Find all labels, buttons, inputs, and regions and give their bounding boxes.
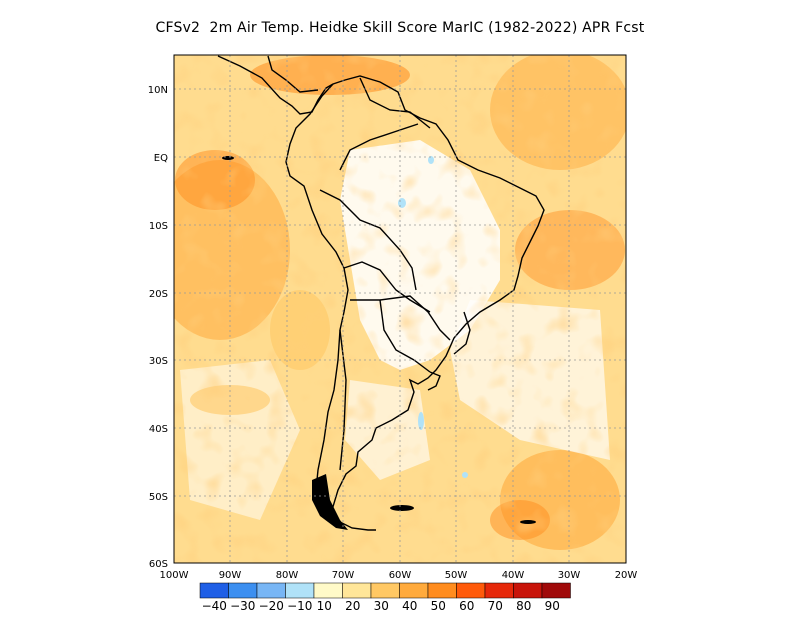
shaded-field (174, 55, 626, 563)
lon-tick-60w: 60W (389, 570, 412, 581)
map-title: CFSv2 2m Air Temp. Heidke Skill Score Ma… (155, 20, 645, 36)
lat-tick-30s: 30S (149, 356, 168, 367)
colorbar-swatch (427, 582, 457, 599)
colorbar-swatch (541, 582, 571, 599)
colorbar-label: 50 (431, 599, 446, 613)
colorbar-label: 90 (545, 599, 560, 613)
latitude-axis: 10N EQ 10S 20S 30S 40S 50S 60S (148, 85, 168, 570)
lon-tick-70w: 70W (332, 570, 355, 581)
longitude-axis: 100W 90W 80W 70W 60W 50W 40W 30W 20W (160, 570, 638, 581)
colorbar-label: 70 (488, 599, 503, 613)
lon-tick-50w: 50W (445, 570, 468, 581)
coastlines (217, 55, 545, 531)
colorbar-label: 30 (374, 599, 389, 613)
lat-tick-20s: 20S (149, 289, 168, 300)
colorbar-swatch (370, 582, 400, 599)
colorbar-swatch (228, 582, 258, 599)
lat-tick-10n: 10N (148, 85, 168, 96)
colorbar-label: 60 (459, 599, 474, 613)
lat-tick-40s: 40S (149, 424, 168, 435)
colorbar-swatch (285, 582, 315, 599)
lat-tick-10s: 10S (149, 221, 168, 232)
colorbar-swatch (456, 582, 486, 599)
colorbar-swatch (484, 582, 514, 599)
colorbar-swatch (313, 582, 343, 599)
lat-tick-60s: 60S (149, 559, 168, 570)
colorbar-label: 10 (317, 599, 332, 613)
islands (222, 156, 536, 530)
colorbar-label: −40 (202, 599, 227, 613)
colorbar-swatch (342, 582, 372, 599)
colorbar-swatch (199, 582, 229, 599)
lon-tick-80w: 80W (276, 570, 299, 581)
lon-tick-100w: 100W (160, 570, 189, 581)
lon-tick-20w: 20W (615, 570, 638, 581)
gridlines (174, 55, 626, 563)
colorbar-label: 40 (402, 599, 417, 613)
colorbar-swatch (513, 582, 543, 599)
colorbar-label: 20 (345, 599, 360, 613)
colorbar-swatch (256, 582, 286, 599)
lon-tick-40w: 40W (502, 570, 525, 581)
colorbar-label: −20 (259, 599, 284, 613)
colorbar-label: −30 (230, 599, 255, 613)
colorbar-label: 80 (516, 599, 531, 613)
lon-tick-90w: 90W (219, 570, 242, 581)
colorbar: −40 −30 −20 −10 10 20 30 40 50 60 70 80 90 (199, 582, 571, 613)
map-frame (173, 54, 627, 564)
lat-tick-eq: EQ (154, 153, 168, 164)
lat-tick-50s: 50S (149, 492, 168, 503)
lon-tick-30w: 30W (558, 570, 581, 581)
colorbar-label: −10 (287, 599, 312, 613)
colorbar-swatch (399, 582, 429, 599)
